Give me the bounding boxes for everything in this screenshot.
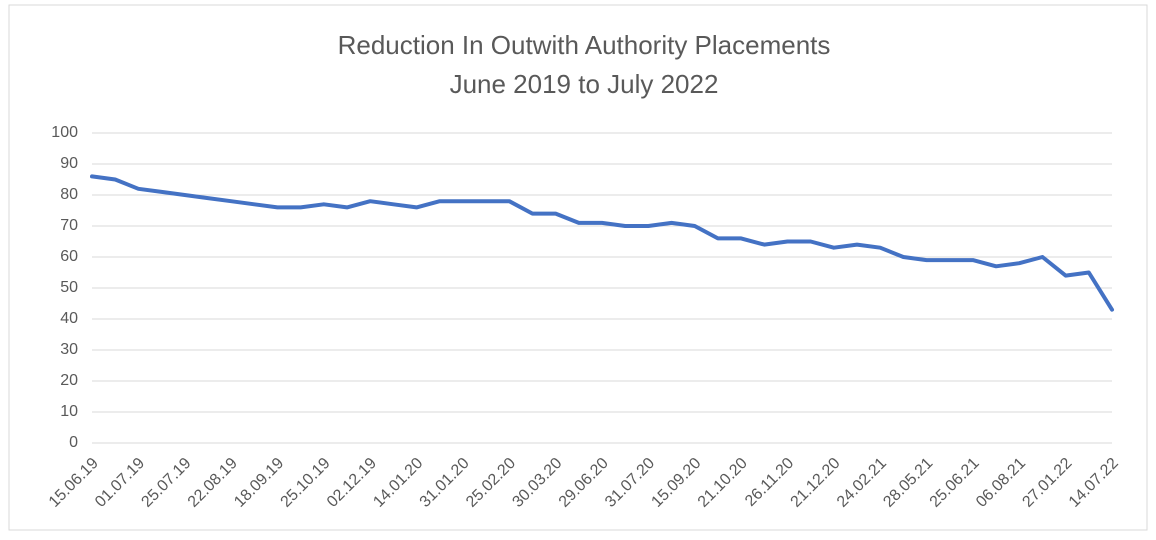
y-tick-label: 10 — [60, 403, 78, 420]
y-tick-label: 70 — [60, 217, 78, 234]
y-tick-label: 90 — [60, 155, 78, 172]
y-tick-label: 100 — [51, 124, 78, 141]
y-tick-label: 30 — [60, 341, 78, 358]
y-tick-label: 60 — [60, 248, 78, 265]
data-line — [90, 174, 1114, 312]
y-tick-label: 0 — [69, 434, 78, 451]
y-tick-label: 40 — [60, 310, 78, 327]
chart-subtitle: June 2019 to July 2022 — [450, 69, 719, 99]
chart-title: Reduction In Outwith Authority Placement… — [338, 30, 831, 60]
y-tick-label: 80 — [60, 186, 78, 203]
y-tick-label: 50 — [60, 279, 78, 296]
y-tick-label: 20 — [60, 372, 78, 389]
